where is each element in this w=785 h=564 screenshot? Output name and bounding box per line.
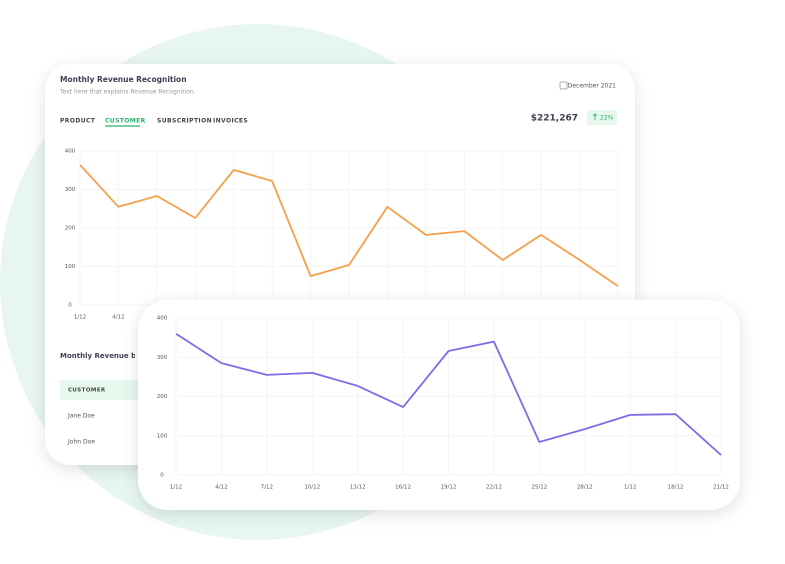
x-tick-label: 7/12 [261, 485, 273, 491]
calendar-icon [559, 81, 568, 90]
y-tick-label: 0 [160, 473, 164, 479]
data-line [79, 164, 619, 287]
x-tick-label: 10/12 [304, 485, 320, 491]
x-tick-label: 4/12 [215, 485, 227, 491]
table-header-bg [60, 380, 140, 400]
y-tick-label: 300 [157, 355, 168, 361]
tab[interactable]: PRODUCT [60, 118, 96, 125]
card-subtitle: Text here that explains Revenue Recognit… [59, 89, 196, 96]
x-tick-label: 1/12 [74, 315, 86, 321]
x-tick-label: 21/12 [713, 485, 729, 491]
x-tick-label: 1/12 [624, 485, 636, 491]
data-line [175, 332, 722, 456]
x-tick-label: 22/12 [486, 485, 502, 491]
x-tick-label: 18/12 [668, 485, 684, 491]
y-tick-label: 0 [68, 303, 72, 309]
y-tick-label: 100 [157, 433, 168, 439]
y-tick-label: 300 [65, 187, 76, 193]
table-cell: Jane Doe [67, 413, 95, 420]
x-tick-label: 28/12 [577, 485, 593, 491]
x-tick-label: 1/12 [170, 485, 182, 491]
tab[interactable]: INVOICES [213, 118, 248, 125]
change: 22% [600, 115, 614, 122]
table-cell: John Doe [67, 439, 95, 446]
tab[interactable]: SUBSCRIPTION [157, 118, 212, 125]
card-title: Monthly Revenue Recognition [60, 75, 187, 84]
change-badge [587, 110, 617, 125]
section-title: Monthly Revenue by P [60, 352, 148, 360]
x-tick-label: 25/12 [531, 485, 547, 491]
y-tick-label: 400 [65, 149, 76, 155]
table-header: CUSTOMER [68, 388, 106, 394]
y-tick-label: 400 [157, 316, 168, 322]
y-tick-label: 200 [157, 394, 168, 400]
x-tick-label: 4/12 [112, 315, 124, 321]
front-card: 0 100 200 300 400 1/12 4/12 7/12 10/12 13/12 16/12… [138, 300, 740, 510]
x-tick-label: 19/12 [441, 485, 457, 491]
card [138, 300, 740, 510]
y-tick-label: 100 [65, 264, 76, 270]
x-tick-label: 16/12 [395, 485, 411, 491]
y-tick-label: 200 [65, 226, 76, 232]
up-arrow [592, 113, 598, 120]
amount: $221,267 [531, 114, 578, 124]
tab-active[interactable]: CUSTOMER [105, 118, 146, 125]
date: December 2021 [568, 83, 616, 90]
x-tick-label: 13/12 [350, 485, 366, 491]
